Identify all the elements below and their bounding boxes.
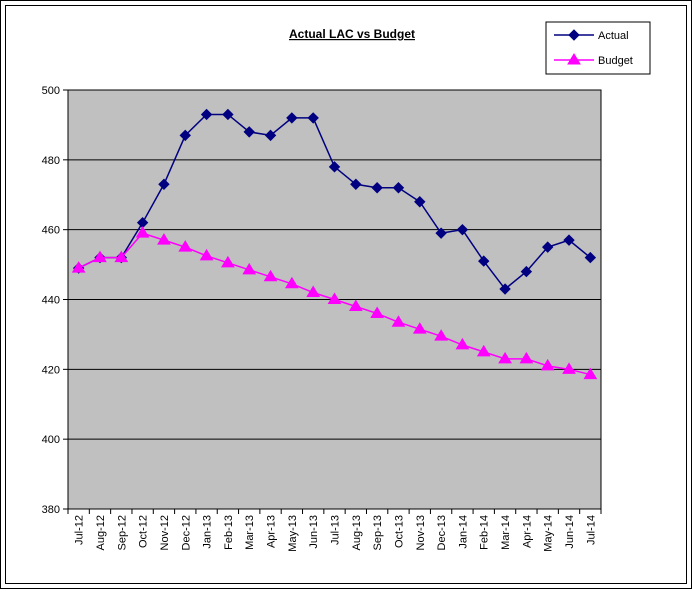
marker xyxy=(222,108,234,121)
x-tick-label: Sep-13 xyxy=(372,515,384,550)
marker xyxy=(499,283,511,295)
x-tick-label: Jul-14 xyxy=(585,515,597,545)
x-tick-label: Feb-14 xyxy=(479,515,491,550)
marker xyxy=(178,240,193,252)
x-tick-label: Jul-13 xyxy=(330,515,342,545)
marker xyxy=(540,358,555,371)
marker xyxy=(93,250,107,263)
x-tick-label: Jun-13 xyxy=(308,515,320,549)
chart-title: Actual LAC vs Budget xyxy=(289,27,415,41)
y-tick-label: 380 xyxy=(42,504,60,516)
marker xyxy=(242,262,257,275)
marker xyxy=(114,250,129,263)
y-tick-label: 460 xyxy=(42,225,60,237)
x-tick-label: Jun-14 xyxy=(564,515,576,549)
marker xyxy=(519,351,534,364)
x-tick-label: Dec-12 xyxy=(180,515,192,550)
marker xyxy=(286,112,298,124)
marker xyxy=(476,344,491,357)
marker xyxy=(348,299,363,311)
x-tick-label: Sep-12 xyxy=(116,515,128,550)
x-tick-label: May-14 xyxy=(543,515,555,552)
marker xyxy=(541,241,554,253)
x-tick-label: Jul-12 xyxy=(74,515,86,545)
x-tick-label: Apr-13 xyxy=(266,515,278,548)
x-tick-label: Oct-13 xyxy=(393,515,405,548)
x-tick-label: Oct-12 xyxy=(138,515,150,548)
y-tick-label: 420 xyxy=(42,364,60,376)
x-tick-label: Mar-14 xyxy=(500,515,512,550)
x-tick-label: Nov-12 xyxy=(159,515,171,550)
x-tick-label: Aug-13 xyxy=(351,515,363,550)
y-tick-label: 440 xyxy=(42,295,60,307)
x-tick-label: May-13 xyxy=(287,515,299,552)
marker xyxy=(199,248,214,261)
marker xyxy=(157,233,171,245)
x-tick-label: Apr-14 xyxy=(521,515,533,548)
marker xyxy=(179,129,191,142)
marker xyxy=(520,265,533,278)
marker xyxy=(307,112,319,124)
marker xyxy=(456,223,469,236)
marker xyxy=(370,306,385,318)
marker xyxy=(284,276,299,289)
x-tick-label: Feb-13 xyxy=(223,515,235,550)
x-tick-label: Mar-13 xyxy=(244,515,256,550)
marker xyxy=(158,178,170,190)
chart-inner-border xyxy=(5,5,687,584)
marker xyxy=(568,29,580,41)
marker xyxy=(327,292,342,304)
y-tick-label: 480 xyxy=(42,155,60,167)
marker xyxy=(221,255,235,268)
x-tick-label: Nov-13 xyxy=(415,515,427,550)
marker xyxy=(328,161,341,173)
x-tick-label: Jan-13 xyxy=(202,515,214,549)
marker xyxy=(478,255,490,267)
y-tick-label: 500 xyxy=(42,85,60,97)
marker xyxy=(455,337,470,350)
marker xyxy=(263,269,278,282)
marker xyxy=(135,226,150,238)
marker xyxy=(306,285,321,298)
marker xyxy=(391,315,406,327)
marker xyxy=(563,234,575,246)
x-tick-label: Aug-12 xyxy=(95,515,107,550)
marker xyxy=(200,108,213,121)
marker xyxy=(584,251,597,264)
marker xyxy=(243,126,255,138)
legend-label: Actual xyxy=(598,30,629,42)
legend-box xyxy=(545,21,651,75)
marker xyxy=(264,129,277,142)
marker xyxy=(567,53,581,65)
marker xyxy=(371,182,383,194)
marker xyxy=(350,178,362,190)
marker xyxy=(583,367,598,380)
marker xyxy=(414,196,426,208)
marker xyxy=(434,329,448,341)
marker xyxy=(498,351,512,364)
marker xyxy=(71,261,86,273)
marker xyxy=(412,322,427,334)
y-tick-label: 400 xyxy=(42,434,60,446)
x-tick-label: Jan-14 xyxy=(457,515,469,549)
legend-label: Budget xyxy=(598,55,633,67)
marker xyxy=(435,227,447,239)
marker xyxy=(562,362,576,374)
x-tick-label: Dec-13 xyxy=(436,515,448,550)
marker xyxy=(392,182,405,194)
